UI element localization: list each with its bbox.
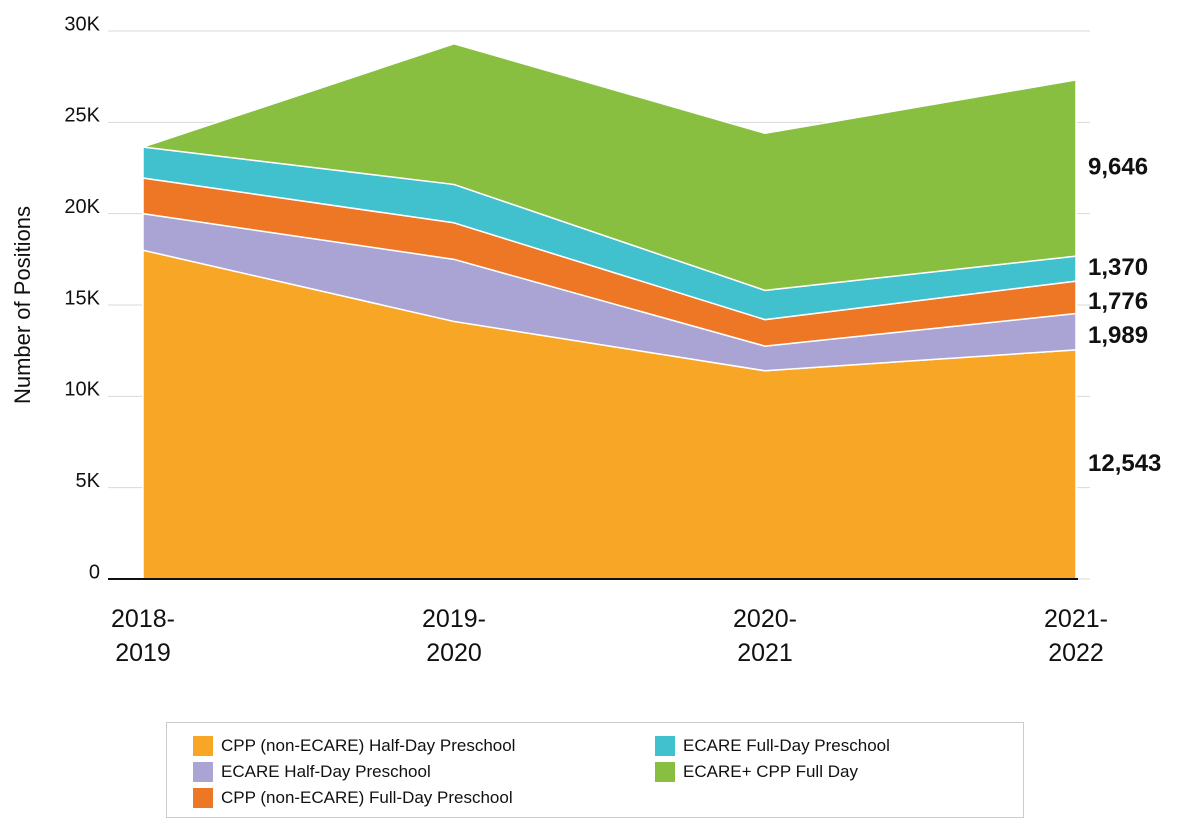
legend-swatch [193,762,213,782]
y-tick-label: 0 [89,561,100,583]
y-tick-label: 30K [64,13,100,35]
legend-label: ECARE Half-Day Preschool [221,762,431,781]
legend-item: CPP (non-ECARE) Half-Day Preschool [193,733,655,759]
legend-swatch [655,762,675,782]
legend: CPP (non-ECARE) Half-Day Preschool ECARE … [166,722,1024,818]
legend-label: ECARE Full-Day Preschool [683,736,890,755]
value-label: 9,646 [1088,153,1148,180]
x-tick-label: 2019-2020 [422,605,486,667]
value-label: 1,776 [1088,288,1148,315]
y-tick-label: 10K [64,379,100,401]
area [142,43,1077,292]
y-tick-label: 5K [76,470,101,492]
value-label: 12,543 [1088,450,1161,477]
legend-swatch [193,736,213,756]
x-tick-label: 2021-2022 [1044,605,1108,667]
legend-item: ECARE Half-Day Preschool [193,759,655,785]
legend-label: ECARE+ CPP Full Day [683,762,858,781]
y-tick-label: 25K [64,105,100,127]
y-tick-label: 20K [64,196,100,218]
y-axis-label: Number of Positions [10,206,35,404]
x-tick-label: 2018-2019 [111,605,175,667]
legend-item: ECARE Full-Day Preschool [655,733,1035,759]
legend-item: CPP (non-ECARE) Full-Day Preschool [193,785,655,811]
value-label: 1,989 [1088,322,1148,349]
y-tick-label: 15K [64,287,100,309]
value-label: 1,370 [1088,254,1148,281]
x-tick-label: 2020-2021 [733,605,797,667]
legend-swatch [655,736,675,756]
legend-label: CPP (non-ECARE) Half-Day Preschool [221,736,516,755]
legend-swatch [193,788,213,808]
legend-item: ECARE+ CPP Full Day [655,759,1035,785]
legend-label: CPP (non-ECARE) Full-Day Preschool [221,788,513,807]
